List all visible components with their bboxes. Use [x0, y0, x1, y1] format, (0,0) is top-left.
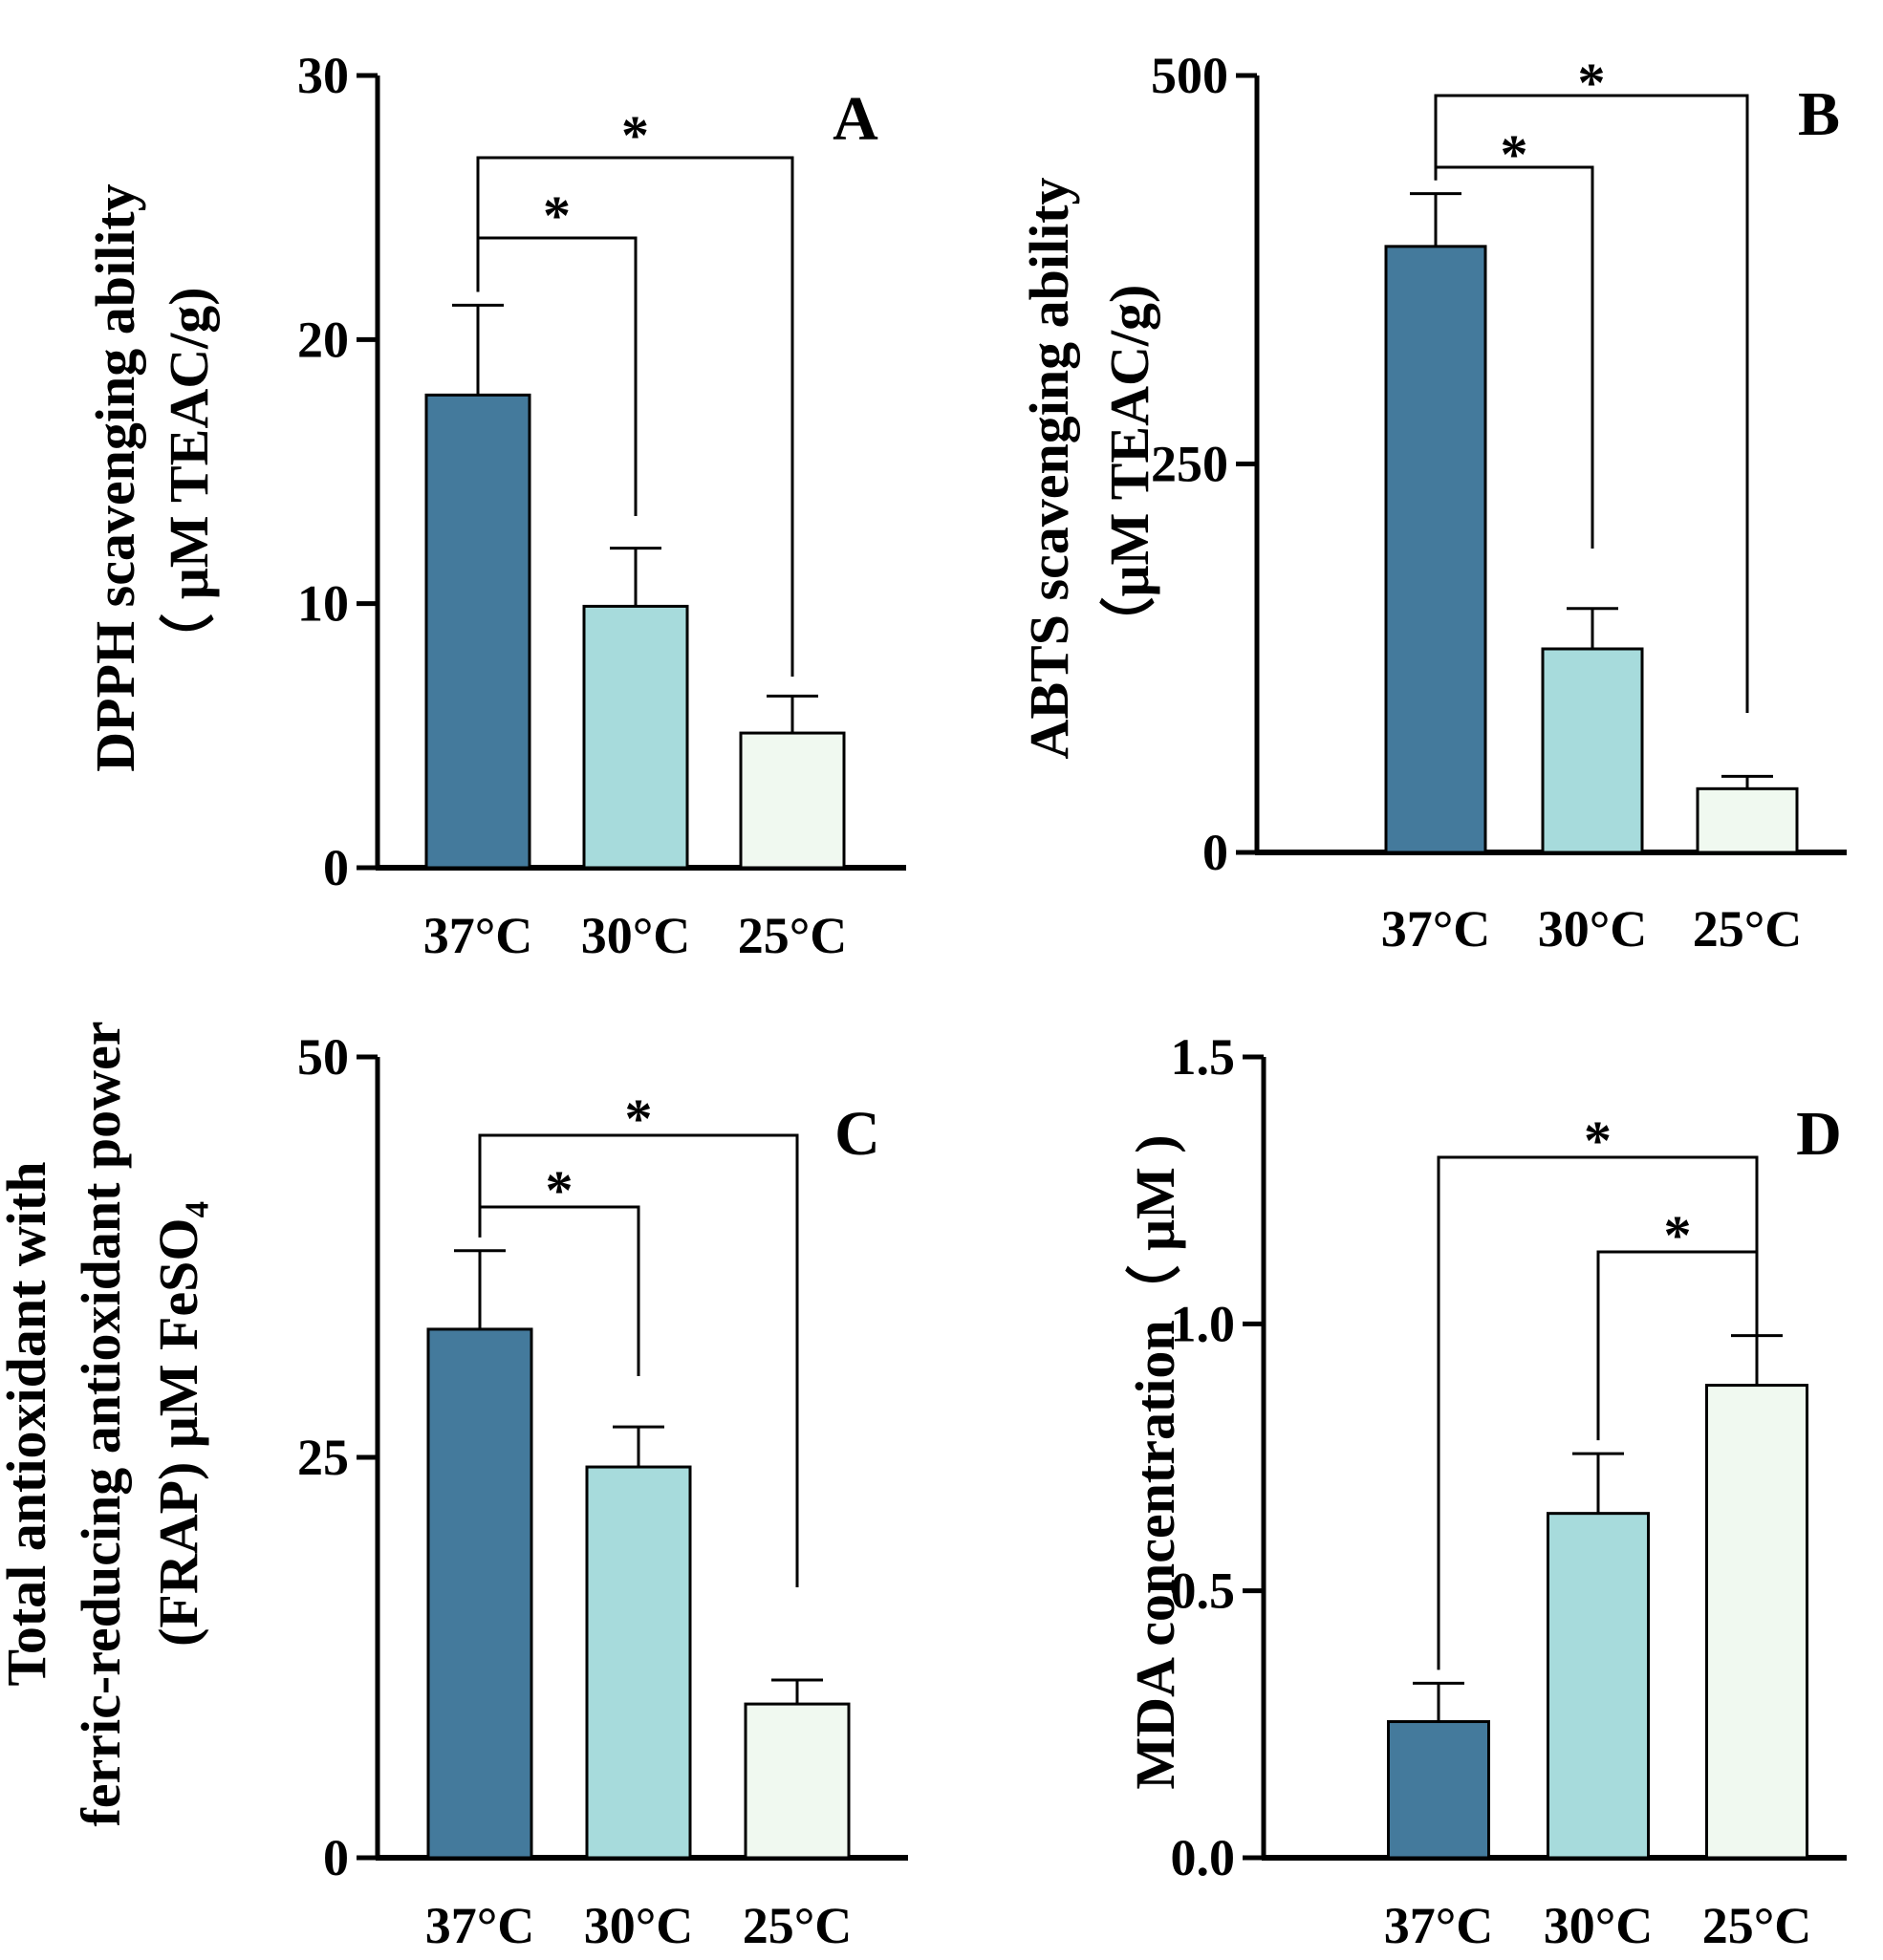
panel-b-y-tick-label: 250: [1151, 436, 1228, 493]
panel-c-y-axis-title-line-2: (FRAP) μM FeSO₄: [147, 1201, 209, 1647]
panel-a-y-axis-title-line-0: DPPH scavenging ability: [84, 183, 146, 771]
panel-a-category-label-1: 30°C: [581, 907, 691, 964]
panel-c-bar-2: [746, 1704, 849, 1858]
panel-d-bar-1: [1548, 1514, 1649, 1858]
panel-d-y-axis-title-line-0: MDA concentration（ μM ): [1124, 1134, 1186, 1789]
panel-a-bar-0: [426, 395, 530, 868]
panel-a-bar-2: [741, 733, 844, 868]
panel-c-bar-1: [587, 1467, 690, 1858]
panel-b-y-axis-title-line-1: （μM TEAC/g): [1098, 285, 1160, 653]
panel-c-y-axis-title-line-1: ferric-reducing antioxidant power: [70, 1021, 132, 1826]
panel-b-significance-star-1: *: [1578, 52, 1606, 114]
panel-b-y-tick-label: 0: [1202, 824, 1228, 881]
panel-a-y-tick-label: 30: [297, 47, 349, 104]
panel-b-bar-2: [1698, 788, 1797, 852]
panel-d-category-label-1: 30°C: [1544, 1897, 1654, 1954]
panel-d-letter: D: [1796, 1099, 1842, 1169]
panel-d-y-tick-label: 1.5: [1171, 1028, 1236, 1086]
panel-c-significance-star-1: *: [625, 1088, 653, 1150]
panel-c-category-label-0: 37°C: [425, 1897, 535, 1954]
panel-d-y-tick-label: 0.0: [1171, 1829, 1236, 1886]
panel-c-y-tick-label: 50: [297, 1028, 349, 1086]
panel-c-category-label-2: 25°C: [743, 1897, 853, 1954]
panel-a-significance-star-1: *: [621, 104, 649, 166]
panel-c-y-axis-title-line-0: Total antioxidant with: [0, 1162, 57, 1687]
panel-a-y-tick-label: 10: [297, 575, 349, 633]
panel-b-bar-0: [1386, 247, 1485, 852]
panel-b-y-axis-title-line-0: ABTS scavenging ability: [1018, 177, 1080, 759]
panel-a-y-axis-title-line-1: （ μM TEAC/g): [158, 287, 220, 668]
panel-b-category-label-1: 30°C: [1538, 900, 1648, 958]
panel-c-y-tick-label: 25: [297, 1429, 349, 1486]
panel-b-category-label-0: 37°C: [1381, 900, 1491, 958]
figure: 0 10 20 30 37°C 30°C 25°C * * A DPPH scavenging ab…: [0, 0, 1883, 1960]
panel-a-category-label-2: 25°C: [738, 907, 848, 964]
panel-d-significance-star-0: *: [1664, 1204, 1692, 1266]
panel-c: 0 25 50 37°C 30°C 25°C * * C Total antioxidant wi…: [0, 1021, 908, 1954]
panel-a-bar-1: [584, 606, 687, 868]
panel-b-letter: B: [1798, 79, 1840, 149]
panel-b-bar-1: [1543, 649, 1642, 852]
panel-a-significance-star-0: *: [543, 184, 571, 247]
panel-a-y-tick-label: 20: [297, 311, 349, 368]
panel-d-bar-0: [1389, 1722, 1489, 1858]
panel-c-bar-0: [428, 1329, 531, 1858]
panel-d-category-label-2: 25°C: [1702, 1897, 1812, 1954]
panel-a-y-tick-label: 0: [323, 839, 349, 896]
panel-d-significance-star-1: *: [1584, 1109, 1612, 1172]
panel-c-y-tick-label: 0: [323, 1829, 349, 1886]
panel-d-bar-2: [1707, 1386, 1807, 1858]
panel-d-category-label-0: 37°C: [1384, 1897, 1494, 1954]
panel-a: 0 10 20 30 37°C 30°C 25°C * * A DPPH scavenging ab…: [84, 47, 906, 964]
panel-c-letter: C: [834, 1099, 880, 1169]
panel-c-category-label-1: 30°C: [584, 1897, 694, 1954]
panel-b-y-tick-label: 500: [1151, 47, 1228, 104]
panel-c-significance-star-0: *: [546, 1159, 574, 1221]
panel-b-category-label-2: 25°C: [1693, 900, 1803, 958]
panel-b-significance-star-0: *: [1501, 123, 1528, 185]
panel-a-category-label-0: 37°C: [423, 907, 533, 964]
panel-b: 0 250 500 37°C 30°C 25°C * * B ABTS scavenging ab…: [1018, 47, 1847, 958]
panel-a-letter: A: [833, 84, 878, 154]
